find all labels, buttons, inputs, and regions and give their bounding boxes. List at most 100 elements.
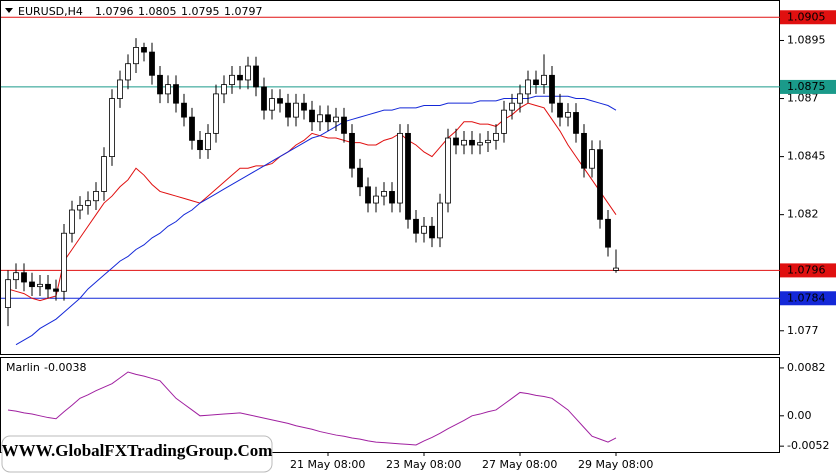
x-tick-label: 23 May 08:00 <box>386 458 461 471</box>
x-tick-label: 29 May 08:00 <box>578 458 653 471</box>
candle-body <box>333 116 339 123</box>
price-label-box <box>780 10 836 25</box>
candle-body <box>437 202 443 239</box>
candle-body <box>381 191 387 197</box>
candle-body <box>141 47 147 53</box>
candle-body <box>101 156 107 192</box>
candle-body <box>221 84 227 95</box>
ohlc-low: 1.0795 <box>181 5 220 18</box>
moving-average <box>15 95 617 346</box>
candle-body <box>45 283 51 290</box>
candle-body <box>109 98 115 157</box>
candle-body <box>373 195 379 204</box>
candle-body <box>549 74 555 104</box>
x-tick-label: 21 May 08:00 <box>290 458 365 471</box>
candle-body <box>421 225 427 234</box>
candle-body <box>605 218 611 248</box>
indicator-value: -0.0038 <box>44 361 86 374</box>
candle-body <box>525 79 531 95</box>
price-label-box <box>780 291 836 306</box>
candle-body <box>285 102 291 118</box>
price-label: 1.0784 <box>787 291 826 304</box>
y-tick-label: 1.077 <box>787 324 819 337</box>
candle-body <box>589 149 595 169</box>
price-label-box <box>780 263 836 278</box>
candle-body <box>445 137 451 204</box>
candle-body <box>517 93 523 104</box>
y-tick-label: 1.082 <box>787 208 819 221</box>
candle-body <box>581 132 587 169</box>
candle-body <box>309 109 315 123</box>
x-tick-label: 27 May 08:00 <box>482 458 557 471</box>
candle-body <box>557 102 563 118</box>
y-tick-label: -0.0052 <box>787 439 829 452</box>
candle-body <box>389 191 395 204</box>
candle-body <box>541 74 547 86</box>
candle-body <box>397 132 403 204</box>
candle-body <box>61 232 67 292</box>
y-tick-label: 1.0895 <box>787 33 826 46</box>
candle-body <box>165 84 171 95</box>
y-tick-label: 1.087 <box>787 92 819 105</box>
candle-body <box>253 65 259 88</box>
candle-body <box>597 149 603 220</box>
candle-body <box>509 102 515 111</box>
candle-body <box>261 86 267 111</box>
candle-body <box>133 47 139 65</box>
candle-body <box>5 279 11 308</box>
candle-body <box>565 112 571 118</box>
menu-arrow <box>5 8 13 13</box>
candle-body <box>245 65 251 81</box>
candle-body <box>533 79 539 86</box>
candle-body <box>501 109 507 134</box>
candle-body <box>157 74 163 95</box>
candle-body <box>477 142 483 146</box>
chart-title: EURUSD,H4 <box>18 5 83 18</box>
candle-body <box>37 283 43 288</box>
candle-body <box>117 79 123 99</box>
main-panel <box>0 0 780 355</box>
candle-body <box>357 167 363 188</box>
moving-average <box>7 102 617 302</box>
candle-body <box>237 74 243 81</box>
candle-body <box>405 132 411 220</box>
candle-body <box>269 98 275 111</box>
candle-body <box>13 272 19 281</box>
candle-body <box>461 139 467 146</box>
candle-body <box>205 132 211 151</box>
candle-body <box>29 281 35 288</box>
y-tick-label: 1.0845 <box>787 150 826 163</box>
candle-body <box>453 137 459 146</box>
candle-body <box>229 74 235 86</box>
candle-body <box>317 114 323 123</box>
candle-body <box>325 114 331 123</box>
candle-body <box>301 102 307 111</box>
candle-body <box>413 218 419 234</box>
candle-body <box>485 139 491 144</box>
candle-body <box>53 288 59 292</box>
y-tick-label: 0.00 <box>787 409 812 422</box>
price-label: 1.0796 <box>787 263 826 276</box>
candle-body <box>293 102 299 118</box>
candle-body <box>21 272 27 283</box>
candle-body <box>341 116 347 134</box>
indicator-title: Marlin <box>6 361 40 374</box>
ohlc-close: 1.0797 <box>224 5 263 18</box>
ohlc-open: 1.0796 <box>95 5 134 18</box>
y-tick-label: 0.0082 <box>787 361 826 374</box>
price-label-box <box>780 79 836 94</box>
candle-body <box>493 132 499 141</box>
candle-body <box>613 267 619 271</box>
candle-body <box>197 139 203 151</box>
candle-body <box>149 51 155 76</box>
ohlc-high: 1.0805 <box>138 5 177 18</box>
indicator-line <box>7 371 617 446</box>
price-label: 1.0875 <box>787 80 826 93</box>
candle-body <box>573 112 579 134</box>
candle-body <box>181 102 187 118</box>
candle-body <box>429 225 435 239</box>
candle-body <box>365 186 371 204</box>
watermark-box <box>1 435 273 473</box>
candle-body <box>69 209 75 234</box>
